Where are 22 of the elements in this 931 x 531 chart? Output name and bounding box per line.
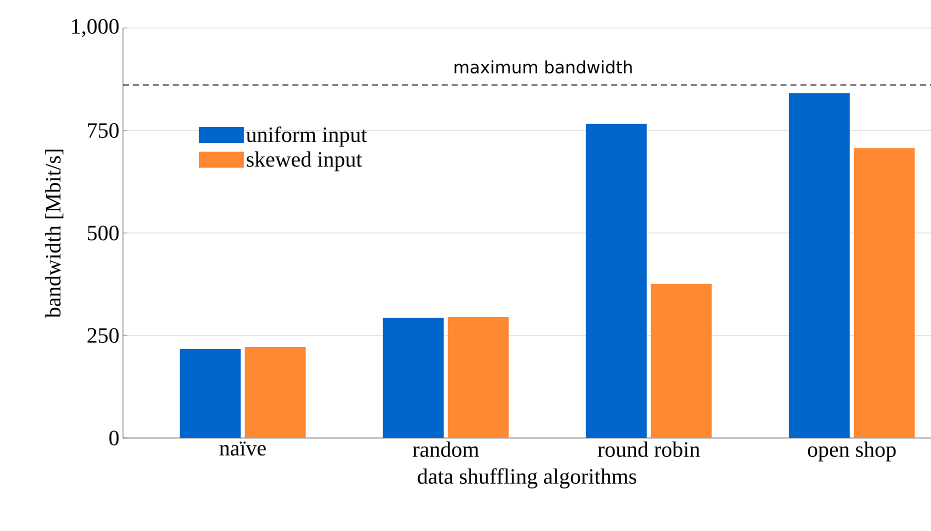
bar xyxy=(788,93,850,438)
ref-line-label: maximum bandwidth xyxy=(454,60,632,74)
bar xyxy=(382,318,444,438)
x-tick-label: naïve xyxy=(220,442,266,456)
bar xyxy=(180,349,241,438)
x-axis-title: data shuffling algorithms xyxy=(418,468,636,488)
y-tick-label: 500 xyxy=(88,226,119,240)
bar xyxy=(586,124,647,438)
y-tick-label: 1,000 xyxy=(72,19,119,37)
y-tick-label: 250 xyxy=(88,328,119,343)
y-tick-label: 0 xyxy=(109,430,119,446)
y-tick-label: 750 xyxy=(88,123,119,138)
x-tick-label: random xyxy=(412,442,479,457)
bar xyxy=(854,148,915,438)
legend-label: skewed input xyxy=(246,151,362,172)
x-tick-label: round robin xyxy=(598,442,700,457)
bar xyxy=(650,284,712,438)
legend-label: uniform input xyxy=(246,126,367,147)
bar xyxy=(244,346,306,438)
x-tick-label: open shop xyxy=(808,442,896,462)
bar xyxy=(448,317,509,438)
y-axis-title: bandwidth [Mbit/s] xyxy=(45,150,64,318)
